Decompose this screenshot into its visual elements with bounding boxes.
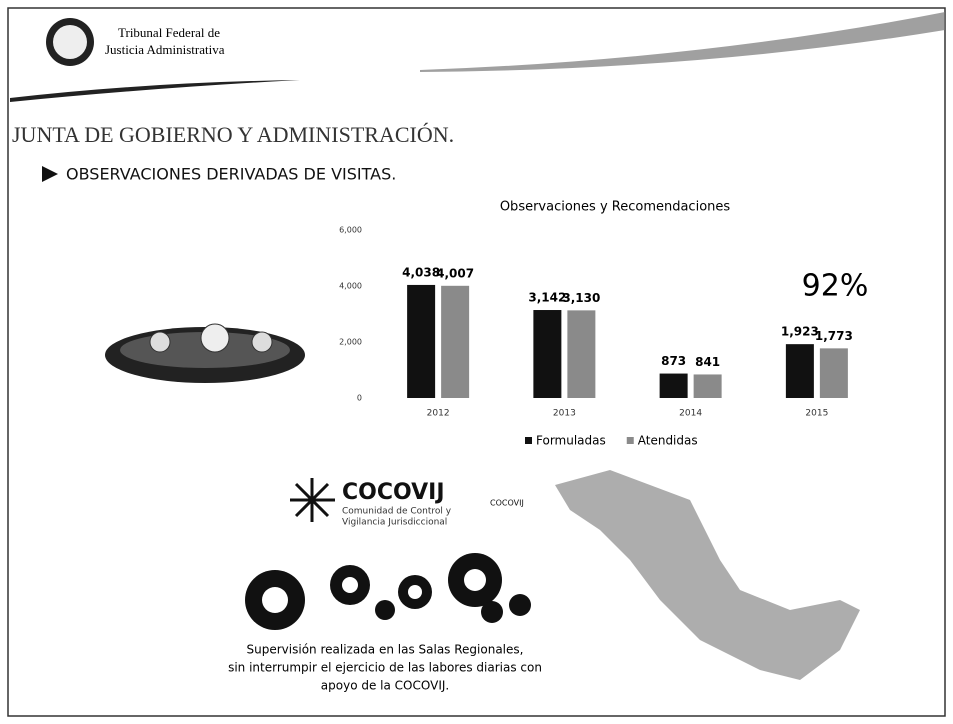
bar bbox=[407, 284, 436, 398]
header-swoosh bbox=[420, 12, 945, 72]
value-label: 3,130 bbox=[562, 291, 600, 305]
slide-subtitle: OBSERVACIONES DERIVADAS DE VISITAS. bbox=[66, 165, 396, 184]
legend-label: Atendidas bbox=[638, 434, 698, 448]
seal-inner bbox=[53, 25, 87, 59]
value-label: 1,923 bbox=[781, 325, 819, 339]
value-label: 3,142 bbox=[528, 291, 566, 305]
logo-tag: COCOVIJ bbox=[490, 499, 524, 508]
legend-label: Formuladas bbox=[536, 434, 606, 448]
value-label: 4,007 bbox=[436, 266, 474, 280]
logo-line: Vigilancia Jurisdiccional bbox=[342, 518, 447, 528]
caption-line: Supervisión realizada en las Salas Regio… bbox=[247, 643, 524, 657]
chart-title: Observaciones y Recomendaciones bbox=[500, 200, 731, 215]
y-tick-label: 2,000 bbox=[339, 338, 362, 347]
bar bbox=[567, 310, 596, 398]
logo-line: Comunidad de Control y bbox=[342, 507, 452, 517]
header-line: Tribunal Federal de bbox=[118, 25, 220, 40]
meeting-illustration bbox=[105, 323, 305, 383]
y-tick-label: 6,000 bbox=[339, 226, 362, 235]
bar bbox=[819, 348, 848, 398]
value-label: 841 bbox=[695, 355, 720, 369]
value-label: 1,773 bbox=[815, 329, 853, 343]
legend-swatch bbox=[626, 437, 634, 444]
y-tick-label: 4,000 bbox=[339, 282, 362, 291]
value-label: 4,038 bbox=[402, 265, 440, 279]
cocovij-logo: COCOVIJ Comunidad de Control y Vigilanci… bbox=[290, 478, 524, 528]
bar bbox=[533, 310, 562, 398]
caption-line: sin interrumpir el ejercicio de las labo… bbox=[228, 661, 542, 675]
bar bbox=[659, 373, 688, 398]
bar bbox=[693, 374, 722, 398]
x-tick-label: 2012 bbox=[427, 409, 450, 419]
x-tick-label: 2013 bbox=[553, 409, 576, 419]
x-tick-label: 2015 bbox=[805, 409, 828, 419]
slide-title: JUNTA DE GOBIERNO Y ADMINISTRACIÓN. bbox=[12, 122, 454, 147]
bullet bbox=[42, 166, 58, 182]
gears bbox=[245, 553, 531, 630]
value-label: 873 bbox=[661, 354, 686, 368]
bar bbox=[785, 344, 814, 398]
logo-name: COCOVIJ bbox=[342, 480, 445, 505]
caption-line: apoyo de la COCOVIJ. bbox=[321, 679, 449, 693]
annotation: 92% bbox=[802, 269, 869, 304]
header-line: Justicia Administrativa bbox=[105, 42, 225, 57]
legend-swatch bbox=[525, 437, 532, 444]
y-tick-label: 0 bbox=[357, 394, 362, 403]
bar bbox=[441, 285, 470, 398]
x-tick-label: 2014 bbox=[679, 409, 702, 419]
map-mexico bbox=[555, 470, 860, 680]
